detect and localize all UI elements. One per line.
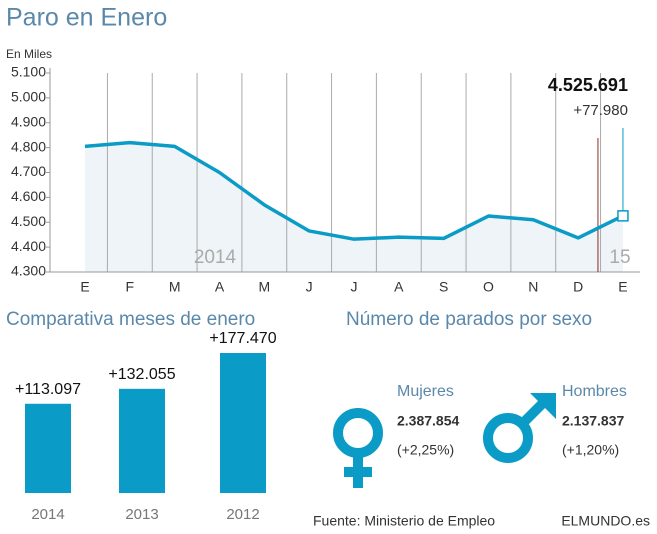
group-value: 2.387.854	[397, 413, 459, 429]
x-tick-label: E	[80, 279, 89, 295]
change-label: +77.980	[573, 102, 628, 119]
line	[84, 140, 624, 241]
y-tick-label: 5.000	[11, 89, 46, 105]
value-label: +132.055	[108, 366, 175, 383]
year-label: 2014	[194, 247, 237, 268]
x-tick-label: D	[573, 279, 583, 295]
x-tick-label: J	[306, 279, 313, 295]
x-tick-label: O	[483, 279, 494, 295]
group-name: Hombres	[562, 383, 627, 400]
x-tick-label: A	[215, 279, 225, 295]
male-icon	[483, 397, 549, 463]
x-tick-label: F	[126, 279, 135, 295]
group-name: Mujeres	[397, 383, 454, 400]
bar-title: Comparativa meses de enero	[6, 309, 255, 330]
group-change: (+1,20%)	[562, 442, 619, 458]
x-tick-label: M	[258, 279, 270, 295]
female-icon	[333, 408, 383, 488]
y-tick-label: 4.900	[11, 113, 46, 129]
male-arrow	[530, 393, 556, 419]
value-label: +113.097	[15, 381, 81, 398]
x-tick-label: E	[618, 279, 627, 295]
sex-title: Número de parados por sexo	[346, 309, 592, 330]
source: Fuente: Ministerio de Empleo	[313, 513, 495, 529]
x-tick-label: M	[169, 279, 181, 295]
area	[85, 142, 623, 272]
x-tick-label: J	[350, 279, 357, 295]
x-tick-label: N	[528, 279, 538, 295]
brand: ELMUNDO.es	[561, 513, 650, 529]
x-tick-label: 2013	[125, 506, 158, 523]
title: Paro en Enero	[6, 4, 167, 32]
y-tick-label: 4.300	[11, 263, 46, 279]
year-label: 15	[609, 247, 630, 268]
value-label: 4.525.691	[548, 75, 628, 95]
bar	[220, 353, 266, 493]
y-tick-label: 4.400	[11, 238, 46, 254]
y-tick-label: 4.600	[11, 188, 46, 204]
x-tick-label: A	[394, 279, 404, 295]
group-value: 2.137.837	[562, 413, 624, 429]
group-change: (+2,25%)	[397, 442, 454, 458]
x-tick-label: 2014	[31, 506, 64, 523]
point	[617, 210, 629, 222]
bar	[25, 403, 71, 493]
y-tick-label: 4.800	[11, 138, 46, 154]
y-tick-label: 4.500	[11, 213, 46, 229]
y-tick-label: 5.100	[11, 64, 46, 80]
x-tick-label: S	[439, 279, 448, 295]
x-tick-label: 2012	[226, 506, 259, 523]
bar	[119, 388, 165, 493]
value-label: +177.470	[209, 330, 276, 347]
axis-label: En Miles	[6, 47, 52, 61]
y-tick-label: 4.700	[11, 163, 46, 179]
